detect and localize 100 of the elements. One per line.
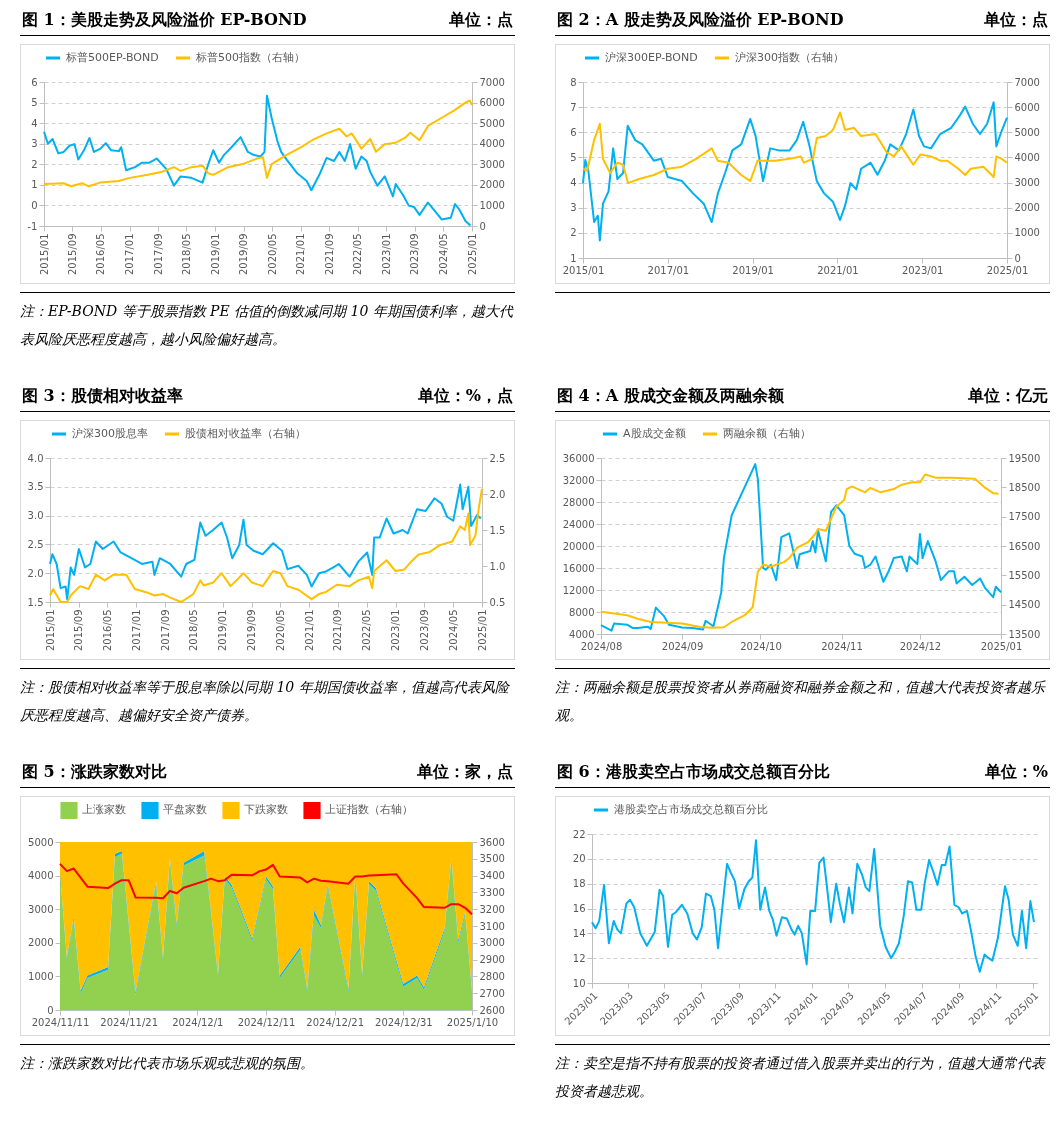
y2-tick-label: 2000 [479, 179, 505, 191]
x-tick-label: 2016/05 [101, 609, 113, 652]
y2-tick-label: 2.0 [489, 488, 506, 500]
y2-tick-label: 16500 [1008, 540, 1041, 552]
y2-tick-label: 3000 [479, 937, 505, 949]
y-tick-label: 32000 [562, 474, 595, 486]
y-tick-label: 2 [570, 227, 577, 239]
legend-label: 标普500指数（右轴） [195, 51, 305, 64]
x-tick-label: 2024/12/1 [172, 1016, 224, 1028]
y-tick-label: 4 [31, 117, 38, 129]
y-tick-label: 8000 [569, 606, 595, 618]
y-tick-label: 36000 [562, 452, 595, 464]
y2-tick-label: 17500 [1008, 511, 1041, 523]
legend-label: 标普500EP-BOND [65, 51, 159, 64]
x-tick-label: 2021/09 [323, 233, 335, 276]
y-tick-label: 8 [570, 76, 577, 88]
y-tick-label: 2 [31, 158, 38, 170]
y-tick-label: 5 [570, 151, 577, 163]
y2-tick-label: 4000 [479, 138, 505, 150]
x-tick-label: 2024/10 [740, 640, 782, 652]
chart-title: 图 5：涨跌家数对比 [22, 762, 167, 783]
y-tick-label: 6 [31, 76, 38, 88]
text: 注：卖空是指不持有股票的投资者通过借入股票并卖出的行为，值越大通常代表投资者越悲观。 [555, 1054, 1047, 1101]
y-tick-label: 1000 [28, 970, 54, 982]
legend-label: 平盘家数 [163, 803, 207, 817]
y-tick-label: 6 [570, 126, 577, 138]
y2-tick-label: 3400 [479, 870, 505, 882]
chart-subtitle: 单位：亿元 [968, 386, 1048, 407]
x-tick-label: 2024/12/11 [237, 1016, 296, 1028]
x-tick-label: 2025/01 [476, 609, 488, 652]
x-tick-label: 2021/09 [332, 609, 344, 652]
x-tick-label: 2021/01 [303, 609, 315, 652]
x-tick-label: 2024/05 [447, 609, 459, 652]
legend-label: 上涨家数 [82, 803, 126, 817]
chart-subtitle: 单位：% [984, 762, 1048, 783]
y2-tick-label: 18500 [1008, 481, 1041, 493]
x-tick-label: 2017/09 [159, 609, 171, 652]
x-tick-label: 2025/1/10 [446, 1016, 499, 1028]
y-tick-label: 24000 [562, 518, 595, 530]
x-tick-label: 2024/11/11 [31, 1016, 90, 1028]
chart-subtitle: 单位：点 [449, 10, 513, 31]
y-tick-label: 12000 [562, 584, 595, 596]
x-tick-label: 2025/01 [980, 640, 1023, 652]
legend-label: 下跌家数 [244, 803, 288, 817]
y2-tick-label: 0.5 [489, 596, 506, 608]
y2-tick-label: 1000 [1014, 227, 1040, 239]
x-tick-label: 2021/01 [295, 233, 307, 276]
x-tick-label: 2019/01 [732, 264, 774, 276]
y-tick-label: 12 [572, 952, 586, 964]
y-tick-label: 3 [570, 202, 577, 214]
y-tick-label: 1 [31, 179, 38, 191]
y-tick-label: 0 [31, 199, 38, 211]
x-tick-label: 2016/05 [95, 233, 107, 276]
y2-tick-label: 0 [1014, 252, 1021, 264]
y2-tick-label: 2600 [479, 1004, 505, 1016]
y2-tick-label: 0 [479, 220, 486, 232]
y2-tick-label: 1.0 [489, 560, 506, 572]
y-tick-label: 4.0 [27, 452, 44, 464]
line-series [591, 839, 1035, 973]
y2-tick-label: 14500 [1008, 599, 1041, 611]
y-tick-label: 16000 [562, 562, 595, 574]
x-tick-label: 2024/12/21 [306, 1016, 364, 1028]
legend-label: 沪深300EP-BOND [605, 51, 698, 64]
x-tick-label: 2020/05 [274, 609, 286, 652]
y2-tick-label: 3100 [479, 920, 505, 932]
y2-tick-label: 5000 [1014, 126, 1040, 138]
y2-tick-label: 2000 [1014, 202, 1040, 214]
y-tick-label: 5 [31, 97, 38, 109]
y2-tick-label: 7000 [479, 76, 505, 88]
x-tick-label: 2023/01 [901, 264, 944, 276]
x-tick-label: 2024/12 [899, 640, 942, 652]
x-tick-label: 2023/09 [409, 233, 421, 276]
y-tick-label: 2000 [28, 937, 54, 949]
y-tick-label: 7 [570, 101, 577, 113]
x-tick-label: 2018/05 [180, 233, 192, 276]
y-tick-label: 2.0 [27, 567, 44, 579]
x-tick-label: 2017/09 [152, 233, 164, 276]
x-tick-label: 2020/05 [266, 233, 278, 276]
legend-label: 港股卖空占市场成交总额百分比 [614, 803, 768, 816]
y2-tick-label: 1.5 [489, 524, 506, 536]
y-tick-label: 3.5 [27, 481, 44, 493]
y2-tick-label: 15500 [1008, 569, 1041, 581]
x-tick-label: 2023/01 [380, 233, 392, 276]
y-tick-label: 14 [572, 927, 586, 939]
chart-title: 图 3：股债相对收益率 [22, 386, 183, 407]
x-tick-label: 2019/09 [246, 609, 258, 652]
y-tick-label: 4000 [28, 870, 54, 882]
x-tick-label: 2025/01 [986, 264, 1029, 276]
y-tick-label: 5000 [28, 836, 54, 848]
chart-title: 图 6：港股卖空占市场成交总额百分比 [557, 762, 830, 783]
chart-title: 图 4：A 股成交金额及两融余额 [557, 386, 784, 407]
x-tick-label: 2022/05 [361, 609, 373, 652]
legend-label: A股成交金额 [623, 427, 686, 440]
y-tick-label: 4 [570, 177, 577, 189]
x-tick-label: 2022/05 [352, 233, 364, 276]
x-tick-label: 2015/01 [562, 264, 605, 276]
x-tick-label: 2024/09 [661, 640, 704, 652]
x-tick-label: 2019/01 [217, 609, 229, 652]
legend-label: 上证指数（右轴） [325, 803, 413, 817]
x-tick-label: 2017/01 [130, 609, 142, 652]
